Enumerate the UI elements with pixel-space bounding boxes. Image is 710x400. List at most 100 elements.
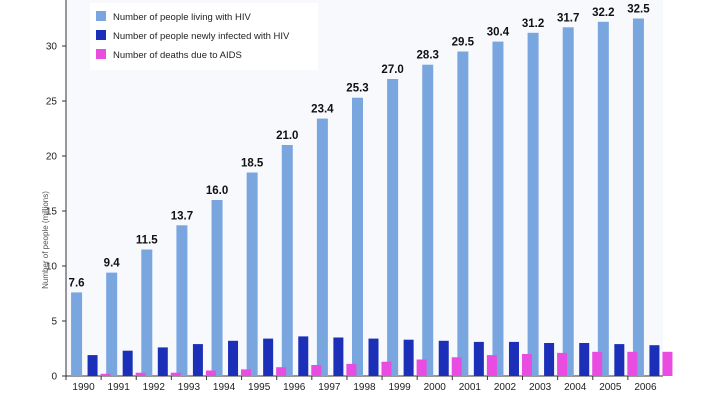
bar-newly-infected [649, 345, 660, 376]
data-label-living-with-hiv: 13.7 [171, 210, 193, 222]
data-label-living-with-hiv: 23.4 [311, 104, 334, 116]
x-tick-label: 1993 [178, 382, 201, 393]
x-tick-label: 2005 [599, 382, 622, 393]
bar-aids-deaths [241, 369, 252, 376]
data-label-living-with-hiv: 11.5 [136, 235, 158, 247]
legend-swatch-deaths [96, 49, 106, 59]
bar-newly-infected [122, 350, 133, 376]
x-tick-label: 2006 [634, 382, 657, 393]
bar-aids-deaths [205, 370, 216, 376]
data-label-living-with-hiv: 21.0 [276, 130, 298, 142]
y-axis-ticks: 0 5 10 15 20 25 30 [46, 42, 66, 383]
bar-newly-infected [192, 344, 203, 376]
bar-living-with-hiv [422, 64, 434, 376]
x-tick-label: 1990 [72, 382, 95, 393]
bar-aids-deaths [416, 359, 427, 376]
y-tick-label: 20 [46, 152, 58, 163]
bar-aids-deaths [486, 355, 497, 376]
bar-living-with-hiv [387, 79, 399, 376]
bar-aids-deaths [557, 352, 568, 376]
legend-label-new-infections: Number of people newly infected with HIV [113, 31, 290, 42]
bar-newly-infected [544, 343, 555, 376]
x-axis-ticks: 1990 1991 1992 1993 1994 1995 1996 1997 1998 1999… [65, 376, 657, 393]
bar-aids-deaths [627, 351, 638, 376]
bar-aids-deaths [346, 363, 357, 376]
x-tick-label: 2002 [494, 382, 517, 393]
bar-living-with-hiv [492, 41, 504, 376]
data-label-living-with-hiv: 9.4 [104, 258, 121, 270]
bar-newly-infected [614, 344, 625, 376]
bar-living-with-hiv [527, 32, 539, 377]
x-tick-label: 1999 [388, 382, 411, 393]
legend-label-deaths: Number of deaths due to AIDS [113, 50, 242, 61]
legend: Number of people living with HIV Number … [90, 3, 318, 70]
x-tick-label: 1995 [248, 382, 271, 393]
bar-aids-deaths [381, 361, 392, 376]
x-tick-label: 1997 [318, 382, 341, 393]
data-label-living-with-hiv: 31.2 [522, 18, 544, 30]
bar-living-with-hiv [457, 51, 469, 376]
x-tick-label: 1991 [108, 382, 131, 393]
x-tick-label: 2003 [529, 382, 552, 393]
bar-aids-deaths [311, 365, 322, 376]
bar-living-with-hiv [632, 18, 644, 376]
y-tick-label: 30 [46, 42, 58, 53]
data-label-living-with-hiv: 7.6 [69, 277, 85, 289]
y-tick-label: 10 [46, 262, 58, 273]
data-label-living-with-hiv: 29.5 [452, 37, 475, 49]
bar-aids-deaths [135, 372, 146, 376]
bar-series-group [71, 18, 673, 377]
y-tick-label: 5 [51, 317, 57, 328]
bar-aids-deaths [592, 351, 603, 376]
bar-newly-infected [579, 343, 590, 376]
bar-newly-infected [228, 340, 239, 376]
data-labels-group: 7.6 9.4 11.5 13.7 16.0 18.5 21.0 23.4 25.3 27.0 28… [69, 4, 651, 290]
data-label-living-with-hiv: 30.4 [487, 27, 510, 39]
data-label-living-with-hiv: 18.5 [241, 158, 264, 170]
x-tick-label: 2001 [459, 382, 482, 393]
bar-aids-deaths [662, 351, 673, 376]
x-tick-label: 1996 [283, 382, 306, 393]
bar-aids-deaths [100, 373, 111, 376]
x-tick-label: 1992 [143, 382, 166, 393]
bar-living-with-hiv [71, 292, 83, 376]
bar-aids-deaths [521, 354, 532, 376]
data-label-living-with-hiv: 31.7 [557, 12, 579, 24]
bar-newly-infected [368, 338, 379, 376]
bar-newly-infected [508, 341, 519, 376]
data-label-living-with-hiv: 32.5 [627, 4, 650, 16]
bar-living-with-hiv [316, 118, 328, 376]
bar-newly-infected [333, 337, 344, 376]
x-tick-label: 2004 [564, 382, 587, 393]
bar-living-with-hiv [106, 272, 118, 376]
x-tick-label: 2000 [424, 382, 447, 393]
bar-newly-infected [403, 339, 414, 376]
x-tick-label: 1994 [213, 382, 236, 393]
legend-box [90, 3, 318, 70]
data-label-living-with-hiv: 16.0 [206, 185, 228, 197]
bar-living-with-hiv [597, 21, 609, 377]
y-axis-label: Number of people (millions) [41, 191, 50, 289]
bar-newly-infected [473, 341, 484, 376]
bar-living-with-hiv [562, 27, 574, 377]
bar-living-with-hiv [246, 172, 258, 376]
data-label-living-with-hiv: 27.0 [381, 64, 403, 76]
legend-swatch-living [96, 11, 106, 21]
x-tick-label: 1998 [353, 382, 376, 393]
legend-label-living: Number of people living with HIV [113, 12, 251, 23]
bar-aids-deaths [276, 367, 287, 376]
bar-newly-infected [87, 355, 98, 376]
legend-swatch-new-infections [96, 30, 106, 40]
bar-newly-infected [157, 347, 168, 376]
data-label-living-with-hiv: 25.3 [346, 83, 368, 95]
bar-living-with-hiv [211, 200, 223, 376]
bar-living-with-hiv [176, 225, 188, 376]
y-tick-label: 25 [46, 97, 58, 108]
bar-aids-deaths [170, 372, 181, 376]
bar-living-with-hiv [141, 249, 153, 376]
bar-newly-infected [438, 340, 449, 376]
y-tick-label: 0 [51, 372, 57, 383]
data-label-living-with-hiv: 32.2 [592, 7, 614, 19]
bar-newly-infected [298, 336, 309, 376]
